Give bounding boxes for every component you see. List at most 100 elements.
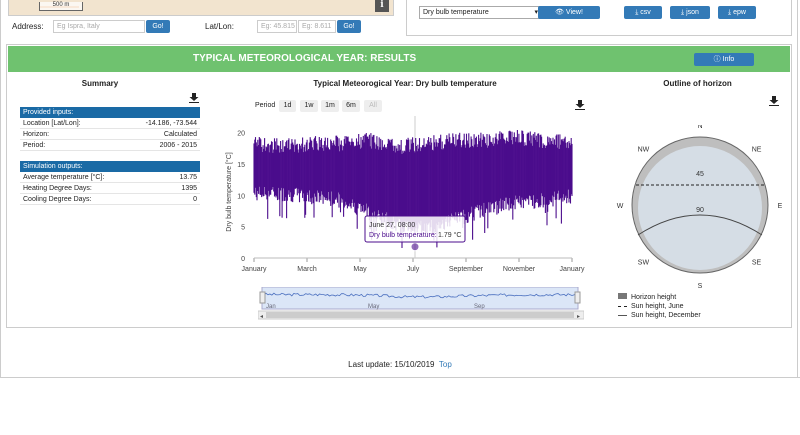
latlon-label: Lat/Lon: [205,22,234,31]
info-icon: ⓘ [713,56,721,63]
sun-path-december [637,214,763,236]
navigator-label: Sep [474,304,485,310]
chart-tooltip: June 27, 08:00 Dry bulb temperature: 1.79 … [364,215,466,243]
compass-label: S [698,283,703,290]
address-input[interactable]: Eg Ispra, Italy [53,20,145,33]
horizon-download-icon[interactable] [769,96,779,106]
sky-area [638,146,762,270]
legend-item: Sun height, June [618,302,701,311]
last-update-text: Last update: 15/10/2019 [348,360,435,369]
summary-row: Average temperature [°C]: 13.75 [20,172,200,183]
period-all-button[interactable]: All [364,100,382,112]
period-1d-button[interactable]: 1d [279,100,296,112]
page-frame-right [797,0,798,378]
download-epw-button[interactable]: ⤓ epw [718,6,756,19]
temperature-chart[interactable]: 0 5 10 15 20 Dry bulb temperature [°C] January… [222,112,592,282]
temperature-series [253,130,573,248]
chart-title: Typical Meteorogical Year: Dry bulb temp… [313,79,497,88]
summary-row: Location [Lat/Lon]: -14.186, -73.544 [20,118,200,129]
compass-label: SW [638,260,650,267]
lon-input[interactable]: Eg: 8.611 [298,20,336,33]
compass-label: NW [638,146,650,153]
lat-input[interactable]: Eg: 45.815 [257,20,297,33]
eye-icon: 👁 [555,9,564,16]
info-button[interactable]: ⓘ Info [694,53,754,66]
chevron-down-icon: ▾ [534,9,538,16]
summary-title: Summary [81,79,119,88]
download-icon: ⤓ [681,9,685,16]
legend-item: Sun height, December [618,311,701,320]
download-icon: ⤓ [728,9,732,16]
y-tick-label: 5 [241,225,245,232]
tooltip-series: Dry bulb temperature: [369,232,437,239]
compass-label: W [617,203,624,210]
compass-label: SE [752,260,762,267]
download-csv-label: csv [640,9,651,16]
x-tick-label: November [503,266,536,273]
latlon-go-button[interactable]: Go! [337,20,361,33]
period-6m-button[interactable]: 6m [342,100,360,112]
results-panel: TYPICAL METEOROLOGICAL YEAR: RESULTS ⓘ I… [6,44,792,328]
x-tick-label: July [407,266,420,273]
horizon-legend: Horizon height Sun height, June Sun heig… [618,293,701,320]
summary-row: Period: 2006 - 2015 [20,140,200,151]
legend-item: Horizon height [618,293,701,302]
info-button-label: Info [722,56,735,63]
tooltip-box [364,215,466,243]
results-header: TYPICAL METEOROLOGICAL YEAR: RESULTS ⓘ I… [8,46,790,72]
tooltip-value: 1.79 °C [438,231,461,239]
results-title: TYPICAL METEOROLOGICAL YEAR: RESULTS [193,53,417,64]
scroll-right-icon: ▸ [577,314,580,320]
download-csv-button[interactable]: ⤓ csv [624,6,662,19]
x-tick-label: January [560,266,585,273]
ring-label: 45 [696,171,704,178]
x-tick-label: May [353,266,367,273]
map-scale-bar: 500 m [39,2,83,11]
summary-row: Cooling Degree Days: 0 [20,194,200,205]
y-tick-label: 20 [237,131,245,138]
compass-label: E [778,203,783,210]
summary-table: Provided inputs: Location [Lat/Lon]: -14.… [20,107,200,205]
view-button-label: View! [565,9,583,16]
navigator-handle-right [574,291,581,304]
inputs-header: Provided inputs: [20,107,200,118]
navigator-series [261,292,579,299]
page-footer: Last update: 15/10/2019 Top [0,360,800,369]
variable-select[interactable]: Dry bulb temperature ▾ [419,6,542,19]
period-1m-button[interactable]: 1m [321,100,339,112]
navigator-handle-left [259,291,266,304]
period-label: Period [255,102,276,109]
download-json-button[interactable]: ⤓ json [670,6,710,19]
y-tick-label: 10 [237,193,245,200]
chart-download-icon[interactable] [575,100,585,110]
summary-download-icon[interactable] [189,93,199,103]
address-go-button[interactable]: Go! [146,20,170,33]
y-tick-label: 15 [237,162,245,169]
horizon-polar-chart: 45 90 N NE E SE S SW W NW [617,125,783,290]
scrollbar-thumb [266,312,574,318]
view-button[interactable]: 👁 View! [538,6,600,19]
summary-row: Heating Degree Days: 1395 [20,183,200,194]
ring-label: 90 [696,207,704,214]
location-map[interactable]: 500 m i [8,0,394,16]
output-controls-panel: Dry bulb temperature ▾ 👁 View! ⤓ csv ⤓ j… [406,0,792,36]
tooltip-date: June 27, 08:00 [369,222,415,229]
address-label: Address: [12,22,44,31]
scroll-left-icon: ◂ [260,314,263,320]
top-link[interactable]: Top [438,360,452,369]
navigator-label: Jan [266,304,276,310]
page-frame-bottom [0,377,800,378]
summary-row: Horizon: Calculated [20,129,200,140]
y-tick-label: 0 [241,256,245,263]
outputs-header: Simulation outputs: [20,161,200,172]
map-info-icon[interactable]: i [375,0,389,12]
compass-label: NE [752,146,762,153]
page-frame-left [0,0,1,378]
compass-label: N [697,125,702,130]
x-tick-label: March [297,266,317,273]
variable-select-value: Dry bulb temperature [423,9,489,16]
range-navigator[interactable]: Jan May Sep ◂ ▸ [258,287,584,321]
period-1w-button[interactable]: 1w [300,100,318,112]
download-icon: ⤓ [635,9,639,16]
y-axis-label: Dry bulb temperature [°C] [225,152,233,231]
